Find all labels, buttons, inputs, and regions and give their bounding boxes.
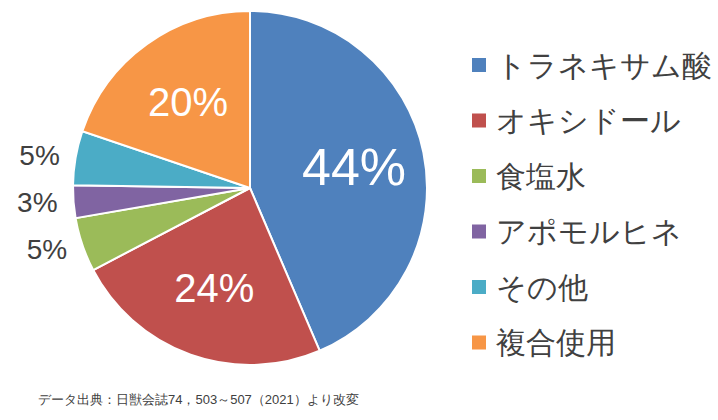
legend: トラネキサム酸オキシドール食塩水アポモルヒネその他複合使用 <box>472 49 712 360</box>
data-label: 24% <box>174 266 254 310</box>
legend-swatch <box>472 169 486 183</box>
legend-swatch <box>472 336 486 350</box>
legend-label: トラネキサム酸 <box>496 49 712 82</box>
slices <box>73 11 427 365</box>
data-label: 3% <box>17 187 57 218</box>
chart: 44% 24% 5% 3% 5% 20% トラネキサム酸オキシドール食塩水アポモルヒネその他… <box>0 0 718 420</box>
pie-slice <box>73 185 250 218</box>
legend-label: その他 <box>496 271 588 304</box>
legend-swatch <box>472 225 486 239</box>
legend-label: アポモルヒネ <box>496 215 682 248</box>
legend-swatch <box>472 58 486 72</box>
legend-label: オキシドール <box>496 104 681 137</box>
source-note: データ出典：日獣会誌74，503～507（2021）より改変 <box>38 392 359 407</box>
pie-slice <box>82 11 250 188</box>
legend-label: 食塩水 <box>496 160 586 193</box>
data-label: 20% <box>148 80 228 124</box>
legend-swatch <box>472 280 486 294</box>
data-label: 44% <box>302 138 406 196</box>
legend-swatch <box>472 114 486 128</box>
data-label: 5% <box>19 140 59 171</box>
data-label: 5% <box>27 234 67 265</box>
data-labels: 44% 24% 5% 3% 5% 20% <box>17 80 406 310</box>
legend-label: 複合使用 <box>496 326 616 359</box>
